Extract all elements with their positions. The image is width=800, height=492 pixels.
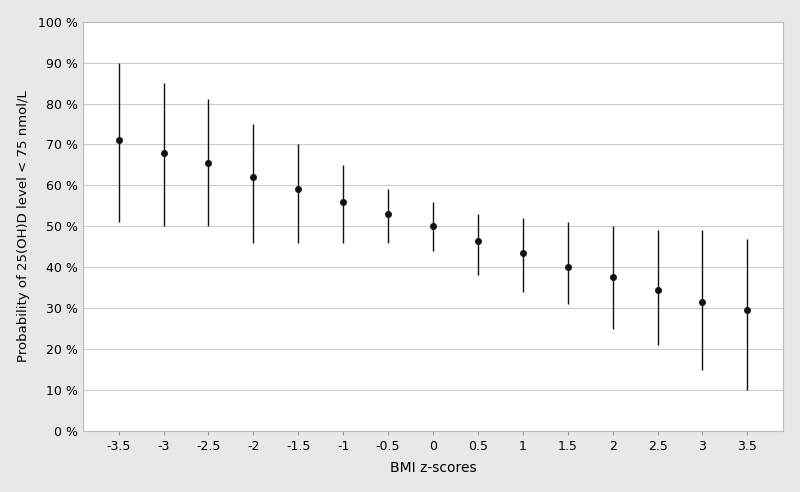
Y-axis label: Probability of 25(OH)D level < 75 nmol/L: Probability of 25(OH)D level < 75 nmol/L bbox=[17, 91, 30, 362]
X-axis label: BMI z-scores: BMI z-scores bbox=[390, 461, 476, 475]
